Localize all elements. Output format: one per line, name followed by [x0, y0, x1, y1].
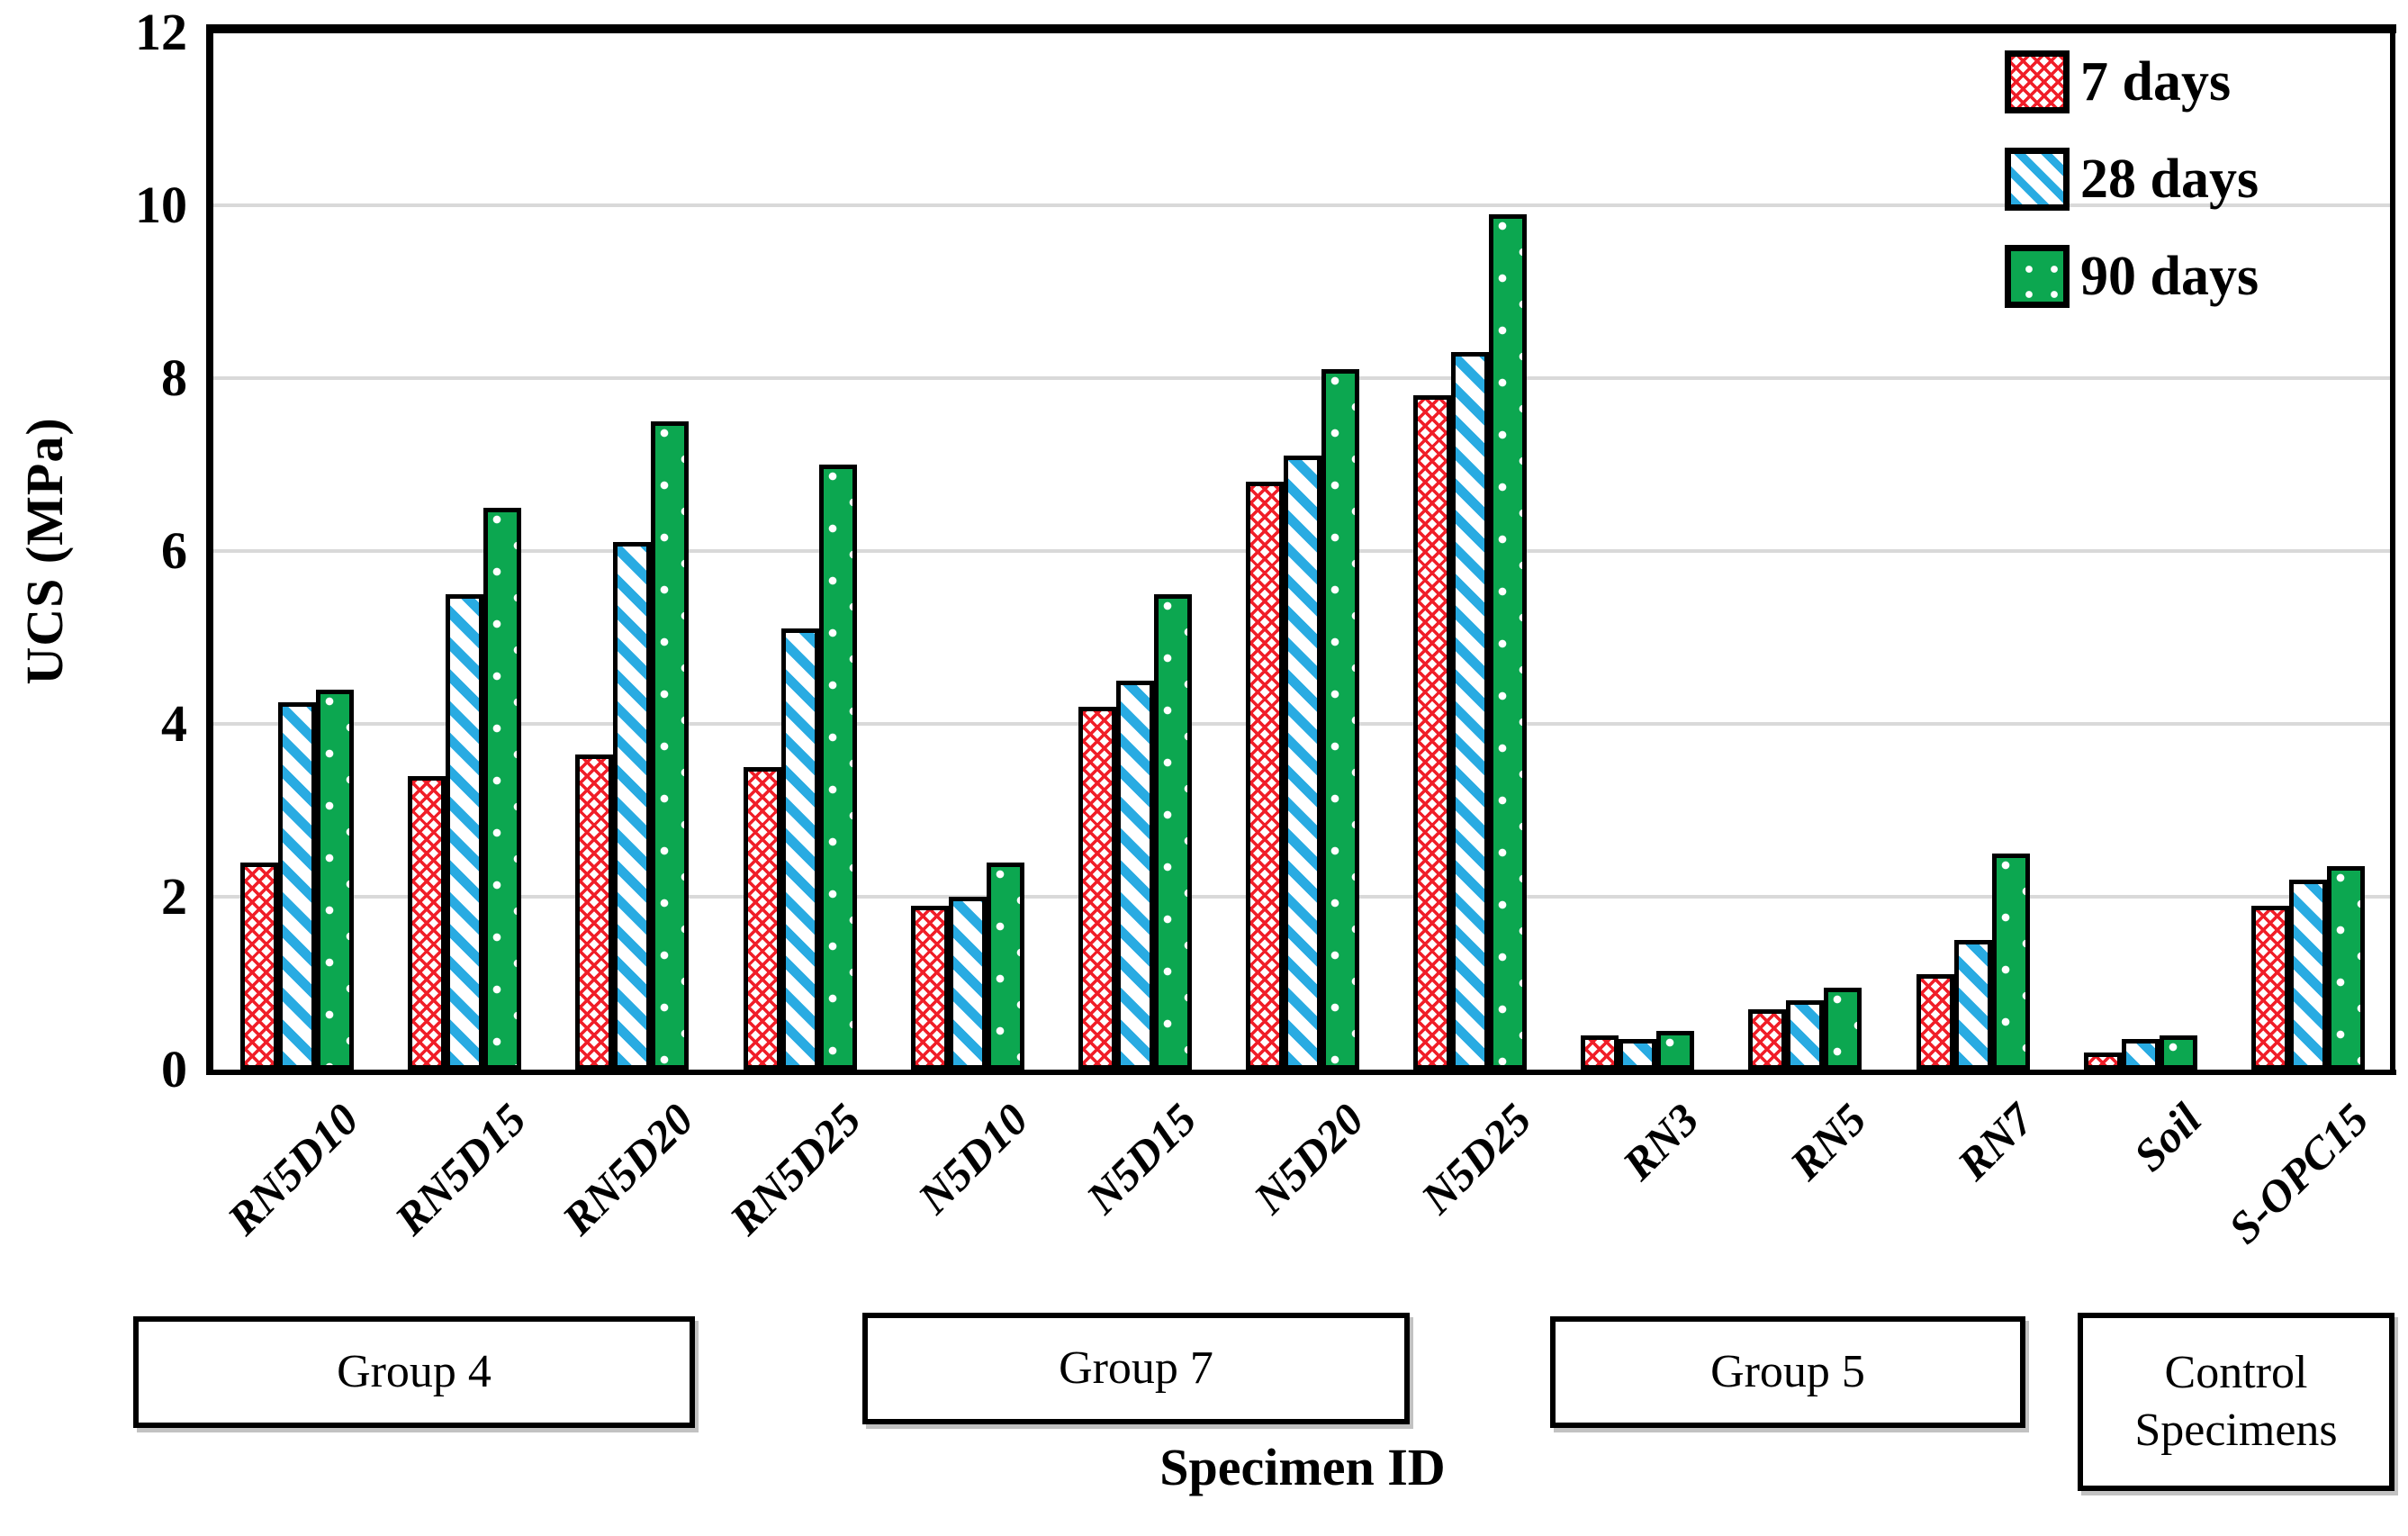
x-axis-line: [206, 1070, 2396, 1075]
plot-right-border: [2390, 24, 2395, 1075]
bar-RN5D25-7-days: [743, 767, 781, 1070]
legend-label: 28 days: [2080, 149, 2259, 210]
bar-N5D20-7-days: [1246, 482, 1284, 1070]
legend-item-28-days: 28 days: [2005, 148, 2259, 211]
bar-S-OPC15-28-days: [2288, 879, 2327, 1070]
x-label-RN5D25: RN5D25: [719, 1093, 870, 1244]
x-label-RN5: RN5: [1780, 1093, 1876, 1190]
bar-RN7-28-days: [1953, 940, 1992, 1070]
y-tick-label-4: 4: [161, 694, 187, 753]
x-label-N5D10: N5D10: [908, 1093, 1039, 1224]
bar-RN7-7-days: [1916, 974, 1954, 1070]
bar-RN5D25-90-days: [818, 465, 857, 1070]
bar-RN3-28-days: [1619, 1039, 1657, 1070]
x-axis-title: Specimen ID: [1159, 1438, 1446, 1496]
bar-RN5-7-days: [1748, 1008, 1787, 1070]
group-box-group-4: Group 4: [133, 1316, 695, 1428]
gridline-8: [213, 376, 2392, 380]
bar-N5D10-7-days: [910, 905, 949, 1070]
chart-legend: 7 days 28 days 90 days: [2005, 50, 2259, 342]
legend-label: 7 days: [2080, 51, 2232, 113]
y-tick-label-2: 2: [161, 867, 187, 926]
legend-swatch-green-white-dots: [2005, 245, 2070, 308]
bar-RN5D20-7-days: [575, 754, 614, 1070]
bar-S-OPC15-7-days: [2250, 905, 2289, 1070]
bar-RN7-90-days: [1991, 854, 2030, 1070]
bar-RN5D15-7-days: [408, 775, 446, 1070]
bar-RN5D20-28-days: [613, 542, 652, 1070]
x-label-RN5D10: RN5D10: [217, 1093, 368, 1244]
x-label-S-OPC15: S-OPC15: [2219, 1093, 2379, 1253]
group-box-control-specimens: Control Specimens: [2078, 1313, 2394, 1491]
bar-RN5-28-days: [1786, 1000, 1825, 1070]
bar-RN5D15-28-days: [446, 594, 484, 1070]
x-label-RN7: RN7: [1947, 1093, 2043, 1190]
y-tick-label-0: 0: [161, 1040, 187, 1098]
y-tick-label-12: 12: [135, 3, 187, 61]
y-tick-label-8: 8: [161, 348, 187, 407]
bar-N5D15-90-days: [1153, 594, 1192, 1070]
x-label-N5D25: N5D25: [1411, 1093, 1541, 1224]
group-box-label: Group 4: [337, 1346, 492, 1397]
bar-Soil-28-days: [2121, 1039, 2160, 1070]
bar-RN5-90-days: [1824, 987, 1862, 1070]
bar-RN5D25-28-days: [780, 628, 819, 1070]
x-label-RN5D15: RN5D15: [384, 1093, 536, 1244]
legend-item-7-days: 7 days: [2005, 50, 2259, 113]
bar-N5D25-90-days: [1489, 213, 1528, 1070]
x-label-RN3: RN3: [1612, 1093, 1709, 1190]
y-tick-label-6: 6: [161, 521, 187, 580]
gridline-10: [213, 203, 2392, 207]
bar-N5D15-7-days: [1078, 706, 1116, 1070]
bar-N5D25-28-days: [1451, 352, 1490, 1070]
group-box-label: Group 5: [1710, 1346, 1865, 1397]
y-axis-line: [206, 24, 213, 1075]
bar-Soil-90-days: [2159, 1035, 2197, 1070]
bar-RN5D10-90-days: [316, 689, 355, 1070]
bar-N5D20-28-days: [1284, 456, 1321, 1070]
bar-RN5D10-28-days: [278, 702, 317, 1070]
bar-S-OPC15-90-days: [2326, 866, 2365, 1070]
bar-RN3-7-days: [1581, 1035, 1619, 1070]
bar-N5D10-90-days: [986, 862, 1024, 1070]
bar-Soil-7-days: [2083, 1052, 2122, 1070]
legend-item-90-days: 90 days: [2005, 245, 2259, 308]
x-label-N5D15: N5D15: [1076, 1093, 1206, 1224]
bar-RN5D10-7-days: [240, 862, 279, 1070]
legend-swatch-red-crosshatch: [2005, 50, 2070, 113]
group-box-label: Control Specimens: [2134, 1347, 2338, 1456]
bar-N5D25-7-days: [1413, 395, 1452, 1070]
x-label-N5D20: N5D20: [1243, 1093, 1374, 1224]
legend-label: 90 days: [2080, 246, 2259, 307]
x-label-Soil: Soil: [2124, 1093, 2212, 1181]
y-tick-label-10: 10: [135, 176, 187, 234]
bar-N5D10-28-days: [948, 897, 987, 1070]
x-label-RN5D20: RN5D20: [552, 1093, 703, 1244]
legend-swatch-blue-diagonal-stripes: [2005, 148, 2070, 211]
group-box-group-7: Group 7: [862, 1313, 1410, 1424]
group-box-group-5: Group 5: [1550, 1316, 2025, 1428]
bar-N5D20-90-days: [1321, 369, 1359, 1070]
group-box-label: Group 7: [1059, 1342, 1213, 1394]
plot-area: [213, 32, 2392, 1070]
bar-RN5D20-90-days: [651, 421, 690, 1070]
bar-RN3-90-days: [1656, 1030, 1695, 1070]
bar-RN5D15-90-days: [483, 508, 522, 1070]
plot-top-border: [206, 24, 2396, 33]
bar-N5D15-28-days: [1115, 681, 1154, 1070]
